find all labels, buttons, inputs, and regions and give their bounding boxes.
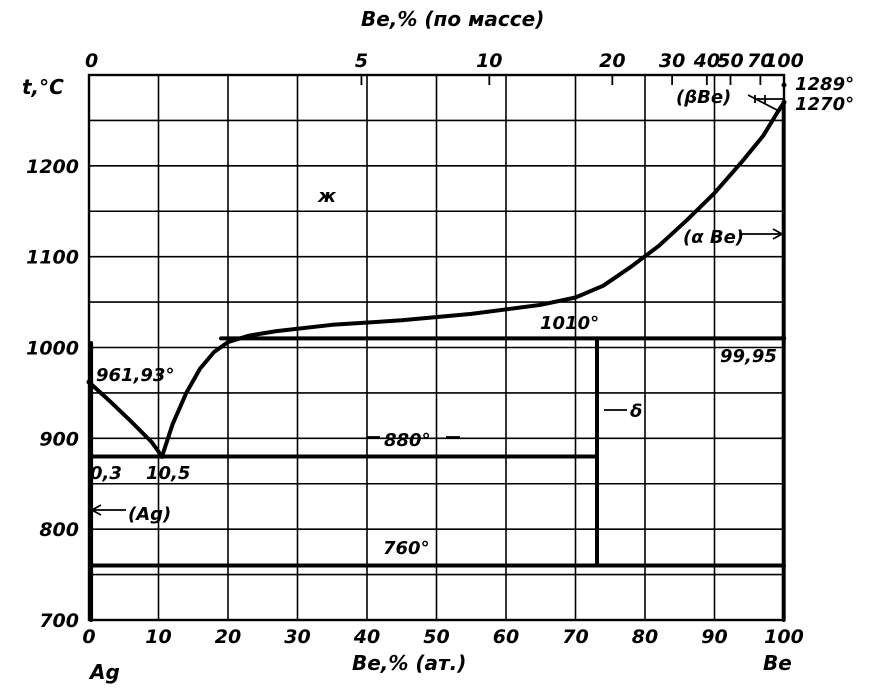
x-tick-label: 30 bbox=[284, 626, 310, 648]
x-tick-label: 0 bbox=[82, 626, 95, 648]
phase-point bbox=[781, 335, 787, 341]
phase-point bbox=[159, 454, 165, 459]
x-tick-label: 50 bbox=[423, 626, 449, 648]
x-tick-label: 60 bbox=[493, 626, 519, 648]
y-tick-label: 1200 bbox=[26, 156, 79, 178]
y-tick-label: 700 bbox=[39, 610, 79, 632]
ag-phase-arrow bbox=[91, 504, 126, 516]
x2-tick-label: 5 bbox=[355, 50, 368, 72]
x2-tick-label: 30 bbox=[659, 50, 685, 72]
x2-tick-label: 70 bbox=[747, 50, 773, 72]
label-961: 961,93° bbox=[96, 365, 174, 386]
label-ag-phase: (Ag) bbox=[128, 504, 171, 525]
label-760: 760° bbox=[383, 538, 430, 559]
label-0-3: 0,3 bbox=[90, 463, 122, 484]
y-axis-label: t,°C bbox=[22, 75, 64, 99]
label-880: 880° bbox=[384, 430, 431, 451]
y-tick-label: 1100 bbox=[26, 247, 79, 269]
x-tick-label: 80 bbox=[632, 626, 658, 648]
y-tick-label: 1000 bbox=[26, 338, 79, 360]
x2-tick-label: 50 bbox=[717, 50, 743, 72]
phase-point bbox=[86, 379, 92, 385]
phase-point bbox=[781, 99, 787, 105]
label-1270: 1270° bbox=[795, 94, 854, 115]
label-10-5: 10,5 bbox=[146, 463, 190, 484]
grid-lines bbox=[87, 73, 786, 622]
arrows bbox=[91, 94, 783, 516]
label-1010: 1010° bbox=[540, 313, 599, 334]
x-tick-label: 100 bbox=[764, 626, 804, 648]
label-99-95: 99,95 bbox=[720, 346, 777, 367]
end-label-ag: Ag bbox=[88, 660, 120, 684]
x2-tick-label: 20 bbox=[599, 50, 625, 72]
x2-tick-label: 40 bbox=[693, 50, 720, 72]
x-tick-label: 90 bbox=[701, 626, 727, 648]
phase-curve-liquidus-mid bbox=[160, 100, 786, 459]
x-axis-label: Be,% (ат.) bbox=[352, 651, 466, 675]
phase-lines bbox=[86, 82, 787, 622]
x2-axis-label: Be,% (по массе) bbox=[361, 7, 544, 31]
tick-labels: 0 10 20 30 40 50 60 70 80 90 100700800900100011001… bbox=[26, 50, 804, 648]
x-tick-label: 10 bbox=[145, 626, 171, 648]
phase-curve-liquidus-ag bbox=[87, 380, 164, 459]
label-liquid: ж bbox=[317, 186, 337, 207]
x2-tick-label: 100 bbox=[764, 50, 804, 72]
label-1289: 1289° bbox=[795, 74, 854, 95]
y-tick-label: 800 bbox=[39, 519, 79, 541]
be-transform-mark bbox=[754, 95, 783, 103]
label-alpha-be: (α Be) bbox=[683, 227, 744, 248]
alpha-be-arrow bbox=[739, 228, 783, 240]
y-tick-label: 900 bbox=[39, 428, 79, 450]
x-tick-label: 20 bbox=[215, 626, 241, 648]
label-delta: δ bbox=[630, 401, 642, 422]
x2-tick-label: 0 bbox=[85, 50, 98, 72]
x-tick-label: 70 bbox=[562, 626, 588, 648]
beta-be-arrow bbox=[747, 94, 778, 111]
label-beta-be: (βBe) bbox=[676, 87, 731, 108]
x-tick-label: 40 bbox=[353, 626, 380, 648]
x2-tick-label: 10 bbox=[476, 50, 502, 72]
end-label-be: Be bbox=[763, 651, 792, 675]
phase-point bbox=[88, 454, 94, 459]
